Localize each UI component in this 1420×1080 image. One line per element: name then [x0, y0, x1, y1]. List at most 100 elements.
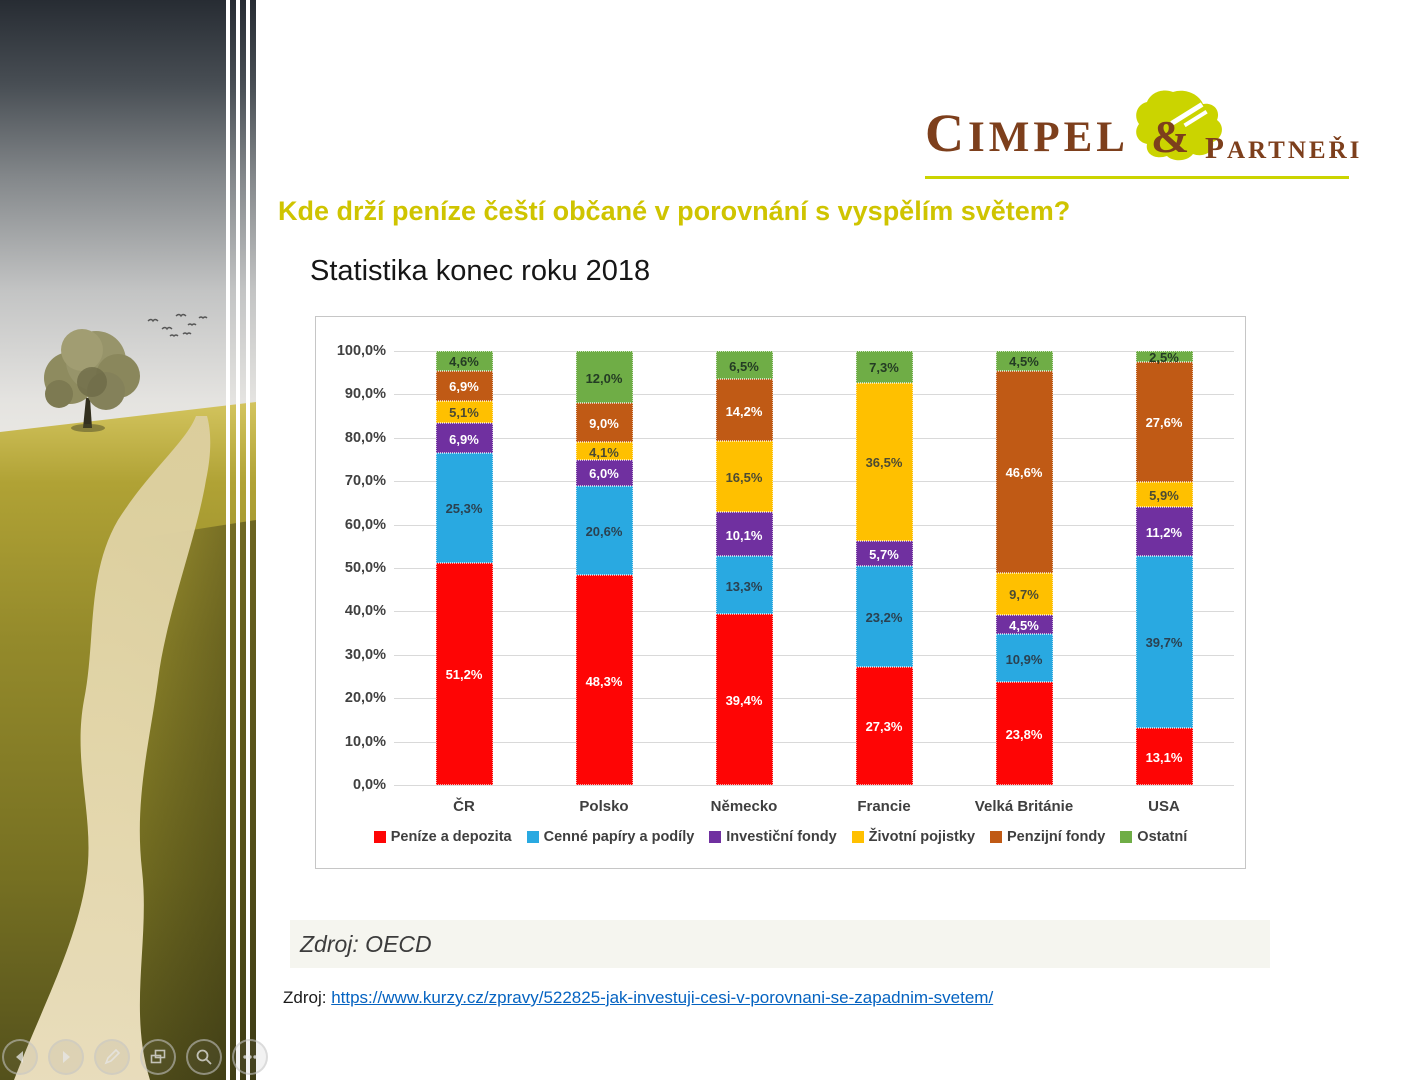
- gridline: [394, 741, 1234, 743]
- legend-swatch-icon: [851, 831, 864, 843]
- segment-value-label: 10,1%: [725, 527, 763, 543]
- bar-segment: 27,6%: [1135, 361, 1193, 482]
- next-slide-button[interactable]: [48, 1039, 84, 1075]
- segment-value-label: 25,3%: [445, 501, 483, 517]
- legend-item: Investiční fondy: [709, 829, 837, 845]
- zoom-slide-button[interactable]: [186, 1039, 222, 1075]
- bar-segment: 51,2%: [435, 562, 493, 785]
- divider-line: [236, 0, 240, 1080]
- legend-item: Cenné papíry a podíly: [526, 829, 695, 845]
- legend-item: Peníze a depozita: [373, 829, 512, 845]
- y-axis-tick-label: 0,0%: [352, 777, 386, 793]
- gridline: [394, 785, 1234, 786]
- gridline: [394, 351, 1234, 352]
- gridline: [394, 698, 1234, 700]
- company-logo: CIMPEL & PARTNEŘI: [925, 88, 1359, 183]
- pen-tools-button[interactable]: [94, 1039, 130, 1075]
- bar-segment: 27,3%: [855, 666, 913, 785]
- logo-name-left: CIMPEL: [925, 103, 1129, 163]
- previous-slide-button[interactable]: [2, 1039, 38, 1075]
- x-axis-category-label: Polsko: [579, 798, 629, 815]
- gridline: [394, 481, 1234, 483]
- segment-value-label: 48,3%: [585, 673, 623, 689]
- more-options-button[interactable]: [232, 1039, 268, 1075]
- magnifier-icon: [196, 1049, 212, 1065]
- y-axis-tick-label: 60,0%: [344, 516, 386, 533]
- bar-segment: 5,1%: [435, 400, 493, 424]
- bar-segment: 39,7%: [1135, 555, 1193, 729]
- segment-value-label: 20,6%: [585, 524, 623, 540]
- x-axis-category-label: Německo: [710, 798, 778, 815]
- gridline: [394, 524, 1234, 526]
- source-label: Zdroj:: [283, 988, 327, 1007]
- bar-segment: 6,9%: [435, 370, 493, 401]
- segment-value-label: 23,2%: [865, 609, 903, 625]
- slide-subtitle: Statistika konec roku 2018: [310, 255, 651, 287]
- slides-icon: [150, 1049, 166, 1064]
- arrow-left-icon: [16, 1051, 23, 1063]
- bar-segment: 23,2%: [855, 565, 913, 667]
- see-all-slides-button[interactable]: [140, 1039, 176, 1075]
- bar-segment: 20,6%: [575, 485, 633, 576]
- legend-swatch-icon: [709, 831, 722, 843]
- segment-value-label: 27,3%: [865, 719, 903, 735]
- legend-label: Peníze a depozita: [390, 829, 512, 845]
- bar-segment: 9,0%: [575, 403, 633, 443]
- pen-icon: [104, 1048, 121, 1065]
- bar-segment: 6,0%: [575, 459, 633, 486]
- y-axis-tick-label: 100,0%: [336, 343, 386, 359]
- sidebar-landscape-photo: [0, 0, 256, 1080]
- presenter-controls: [2, 1039, 282, 1077]
- segment-value-label: 36,5%: [865, 455, 903, 471]
- x-axis-category-label: Velká Británie: [974, 798, 1074, 815]
- segment-value-label: 23,8%: [1005, 726, 1043, 742]
- segment-value-label: 39,4%: [725, 692, 763, 708]
- bar-segment: 6,9%: [435, 423, 493, 453]
- segment-value-label: 7,3%: [869, 360, 899, 376]
- segment-value-label: 6,0%: [589, 466, 619, 482]
- segment-value-label: 27,6%: [1145, 415, 1183, 431]
- logo-name-right: PARTNEŘI: [1205, 130, 1363, 165]
- segment-value-label: 13,1%: [1145, 750, 1183, 766]
- gridline: [394, 611, 1234, 613]
- chart-legend: Peníze a depozita Cenné papíry a podíly In…: [316, 829, 1245, 845]
- segment-value-label: 6,5%: [729, 358, 759, 374]
- x-axis-category-label: USA: [1148, 798, 1180, 815]
- bar-segment: 5,7%: [855, 541, 913, 566]
- y-axis-tick-label: 80,0%: [344, 429, 386, 446]
- bar-segment: 25,3%: [435, 452, 493, 563]
- segment-value-label: 4,5%: [1009, 618, 1039, 634]
- bar-segment: 10,1%: [715, 512, 773, 557]
- segment-value-label: 5,9%: [1149, 487, 1179, 503]
- bar-segment: 36,5%: [855, 382, 913, 542]
- y-axis-tick-label: 70,0%: [344, 473, 386, 490]
- legend-swatch-icon: [1120, 831, 1133, 843]
- bar-segment: 7,3%: [855, 351, 913, 383]
- legend-label: Penzijní fondy: [1007, 829, 1106, 845]
- legend-item: Penzijní fondy: [990, 829, 1105, 845]
- source-url-link[interactable]: https://www.kurzy.cz/zpravy/522825-jak-i…: [331, 988, 994, 1007]
- legend-label: Ostatní: [1137, 829, 1188, 845]
- gridline: [394, 654, 1234, 656]
- y-axis-tick-label: 50,0%: [344, 560, 386, 576]
- bar-segment: 11,2%: [1135, 507, 1193, 556]
- segment-value-label: 2,5%: [1149, 349, 1179, 365]
- bar-segment: 48,3%: [575, 575, 633, 785]
- bar-segment: 10,9%: [995, 634, 1053, 682]
- slide-title: Kde drží peníze čeští občané v porovnání…: [278, 196, 1071, 226]
- bar-segment: 4,5%: [995, 614, 1053, 635]
- segment-value-label: 46,6%: [1005, 465, 1043, 481]
- legend-label: Cenné papíry a podíly: [543, 829, 695, 845]
- chart-source-band: Zdroj: OECD: [290, 920, 1270, 968]
- segment-value-label: 39,7%: [1145, 635, 1183, 651]
- bar-segment: 39,4%: [715, 614, 773, 785]
- segment-value-label: 13,3%: [725, 578, 763, 594]
- bar-segment: 14,2%: [715, 379, 773, 441]
- ellipsis-icon: [243, 1055, 257, 1059]
- y-axis-tick-label: 10,0%: [344, 733, 386, 750]
- bar-segment: 6,5%: [715, 351, 773, 380]
- tree-illustration: [44, 329, 140, 432]
- bar-segment: 4,1%: [575, 442, 633, 460]
- bar-segment: 4,5%: [995, 351, 1053, 371]
